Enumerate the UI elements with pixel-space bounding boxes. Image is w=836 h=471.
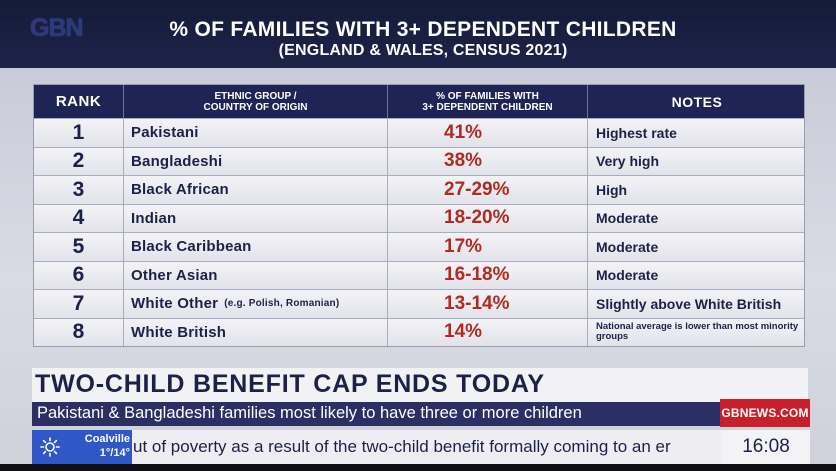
ethnic-group-cell: Black Caribbean [124,233,388,261]
weather-location: Coalville [84,433,130,445]
percentage-cell: 38% [388,147,588,175]
ethnic-group-name: Other Asian [131,266,218,284]
ethnic-group-name: Pakistani [131,124,199,142]
notes-cell: Moderate [596,238,659,255]
ethnic-group-name: Indian [131,209,177,227]
percentage-cell: 13-14% [388,290,588,318]
ethnic-group-cell: Bangladeshi [124,147,388,175]
subline: Pakistani & Bangladeshi families most li… [37,404,582,422]
column-header-pct-line1: % OF FAMILIES WITH [436,90,539,102]
table-header-row: RANK ETHNIC GROUP / COUNTRY OF ORIGIN % O… [34,85,804,118]
table-row: 8 White British 14% National average is … [34,317,804,346]
column-header-pct-line2: 3+ DEPENDENT CHILDREN [422,101,553,113]
percentage-cell: 17% [388,233,588,261]
column-header-percentage: % OF FAMILIES WITH 3+ DEPENDENT CHILDREN [388,85,588,118]
rank-cell: 5 [34,233,124,261]
ethnic-group-example: (e.g. Polish, Romanian) [224,298,340,310]
ethnic-group-cell: Other Asian [124,261,388,289]
gbn-logo: GBN [30,14,84,42]
ethnic-group-cell: White British [124,318,388,346]
percentage-cell: 41% [388,119,588,147]
ethnic-group-cell: White Other (e.g. Polish, Romanian) [124,290,388,318]
table-row: 5 Black Caribbean 17% Moderate [34,232,804,261]
rank-cell: 7 [34,290,124,318]
weather-widget: Coalville 1°/14° [32,430,132,464]
notes-cell: High [596,181,628,198]
weather-temperature: 1°/14° [99,447,130,459]
ethnic-group-name: White British [131,323,227,341]
column-header-notes: NOTES [671,93,723,110]
headline: TWO-CHILD BENEFIT CAP ENDS TODAY [35,370,545,398]
clock: 16:08 [742,436,790,457]
percentage-cell: 18-20% [388,204,588,232]
notes-cell: Moderate [596,267,659,284]
sun-icon [40,437,60,457]
column-header-ethnic-line2: COUNTRY OF ORIGIN [203,101,308,113]
table-row: 2 Bangladeshi 38% Very high [34,146,804,175]
news-ticker: ut of poverty as a result of the two-chi… [133,437,671,456]
news-ticker-bar: ut of poverty as a result of the two-chi… [132,430,722,464]
ethnic-group-name: White Other [131,295,219,313]
graphic-header: GBN % OF FAMILIES WITH 3+ DEPENDENT CHIL… [0,0,836,68]
ethnic-group-name: Black African [131,181,229,199]
ethnic-group-name: Bangladeshi [131,152,223,170]
notes-cell: Very high [596,153,660,170]
headline-bar: TWO-CHILD BENEFIT CAP ENDS TODAY [32,368,808,402]
column-header-ethnic-group: ETHNIC GROUP / COUNTRY OF ORIGIN [124,85,388,118]
table-row: 7 White Other (e.g. Polish, Romanian) 13-… [34,289,804,318]
table-row: 4 Indian 18-20% Moderate [34,203,804,232]
notes-cell: Slightly above White British [596,295,782,312]
rank-cell: 3 [34,176,124,204]
page-subtitle: (ENGLAND & WALES, CENSUS 2021) [278,42,568,59]
rank-cell: 6 [34,261,124,289]
table-row: 3 Black African 27-29% High [34,175,804,204]
percentage-cell: 14% [388,318,588,346]
column-header-ethnic-line1: ETHNIC GROUP / [214,90,297,102]
column-header-rank: RANK [34,85,124,118]
ethnic-group-cell: Pakistani [124,119,388,147]
page-title: % OF FAMILIES WITH 3+ DEPENDENT CHILDREN [169,18,677,41]
notes-cell: Highest rate [596,124,677,141]
tv-bezel [0,464,836,471]
percentage-cell: 27-29% [388,176,588,204]
ethnic-group-name: Black Caribbean [131,238,252,256]
rank-cell: 8 [34,318,124,346]
ethnic-group-cell: Black African [124,176,388,204]
table-row: 6 Other Asian 16-18% Moderate [34,260,804,289]
table-row: 1 Pakistani 41% Highest rate [34,118,804,147]
notes-cell: National average is lower than most mino… [596,321,799,343]
gbnews-badge: GBNEWS.COM [720,399,810,427]
notes-cell: Moderate [596,210,659,227]
rank-cell: 4 [34,204,124,232]
ethnic-group-cell: Indian [124,204,388,232]
subline-bar: Pakistani & Bangladeshi families most li… [32,402,720,426]
clock-bar: 16:08 [722,430,810,464]
data-table: RANK ETHNIC GROUP / COUNTRY OF ORIGIN % O… [33,84,805,347]
rank-cell: 2 [34,147,124,175]
rank-cell: 1 [34,119,124,147]
percentage-cell: 16-18% [388,261,588,289]
